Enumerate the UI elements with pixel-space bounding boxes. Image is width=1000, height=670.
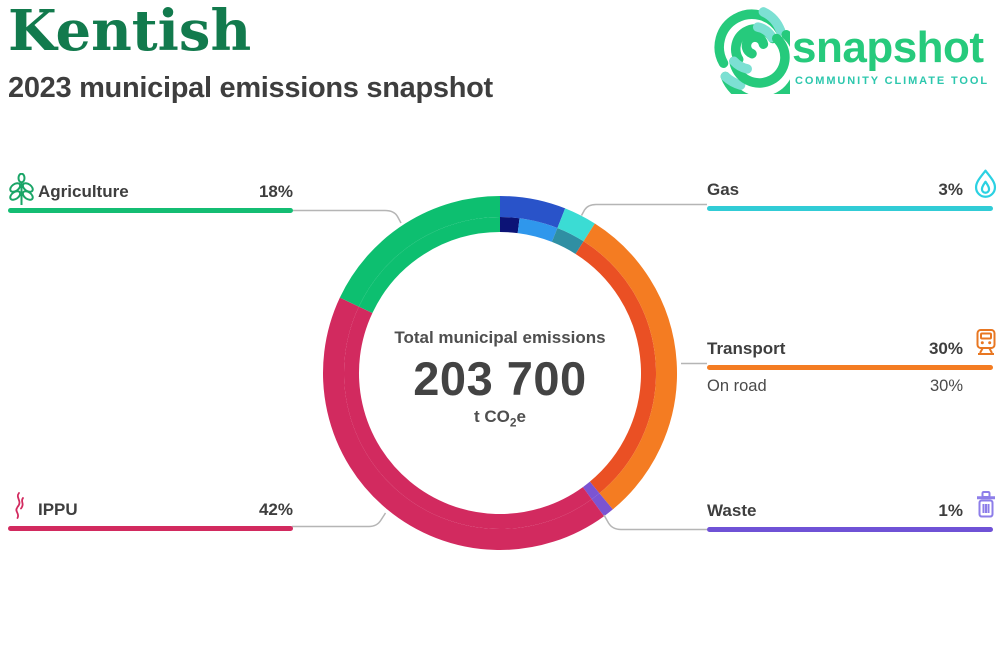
subsector-pct-on-road: 30% <box>929 377 963 395</box>
tram-icon <box>976 329 996 355</box>
donut-centre-text: Total municipal emissions 203 700 t CO2e <box>340 328 660 429</box>
sector-label-waste: Waste <box>707 501 757 520</box>
donut-segment-agriculture[interactable] <box>339 196 501 307</box>
sector-bar-ippu <box>8 526 293 531</box>
sector-bar-transport <box>707 365 993 370</box>
plant-icon <box>9 173 34 205</box>
trash-icon <box>977 491 995 518</box>
page-subtitle: 2023 municipal emissions snapshot <box>8 72 493 104</box>
smoke-icon <box>15 492 24 519</box>
callout-gas: Gas 3% <box>707 169 997 211</box>
sector-pct-agriculture: 18% <box>258 182 293 201</box>
callout-ippu: IPPU 42% <box>8 492 293 531</box>
donut-segment-waste-sub[interactable] <box>582 481 600 500</box>
total-emissions-value: 203 700 <box>413 352 587 405</box>
donut-segment-gas[interactable] <box>557 208 595 242</box>
subsector-label-on-road: On road <box>707 377 767 395</box>
connector-ippu <box>292 512 387 528</box>
sector-bar-agriculture <box>8 208 293 213</box>
donut-rings <box>323 196 677 550</box>
sector-label-transport: Transport <box>707 339 786 358</box>
sector-label-agriculture: Agriculture <box>38 182 129 201</box>
callout-agriculture: Agriculture 18% <box>8 173 293 213</box>
sector-pct-transport: 30% <box>928 339 963 358</box>
sector-bar-gas <box>707 206 993 211</box>
sector-label-ippu: IPPU <box>38 500 78 519</box>
donut-segment-sky-blue-sub[interactable] <box>517 218 558 242</box>
connector-waste <box>603 514 707 531</box>
donut-segment-ippu-sub[interactable] <box>344 306 592 529</box>
callout-waste: Waste 1% <box>707 491 995 532</box>
snapshot-tagline: COMMUNITY CLIMATE TOOL <box>795 75 989 87</box>
donut-segment-unlabelled-blue[interactable] <box>499 196 566 229</box>
donut-segment-transport-on-road[interactable] <box>575 241 656 494</box>
donut-segment-waste[interactable] <box>591 493 613 517</box>
snapshot-wordmark: snapshot <box>792 23 984 72</box>
flame-icon <box>974 169 997 198</box>
emissions-unit: t CO2e <box>474 407 526 430</box>
connector-agriculture <box>293 209 402 224</box>
total-emissions-label: Total municipal emissions <box>394 328 606 347</box>
sector-pct-ippu: 42% <box>258 500 293 519</box>
connector-gas <box>580 203 707 216</box>
sector-bar-waste <box>707 527 993 532</box>
donut-segment-agriculture-sub[interactable] <box>358 217 501 314</box>
municipality-title: Kentish <box>8 0 252 64</box>
donut-segment-navy-sub[interactable] <box>499 217 520 234</box>
donut-segment-teal-sub[interactable] <box>551 227 584 255</box>
callout-transport: Transport 30% On road 30% <box>707 329 996 396</box>
sector-pct-gas: 3% <box>938 180 963 199</box>
donut-segment-transport[interactable] <box>583 223 677 510</box>
sector-pct-waste: 1% <box>938 501 963 520</box>
sector-label-gas: Gas <box>707 180 740 199</box>
donut-segment-ippu[interactable] <box>323 297 605 550</box>
snapshot-logo-icon <box>714 7 790 94</box>
